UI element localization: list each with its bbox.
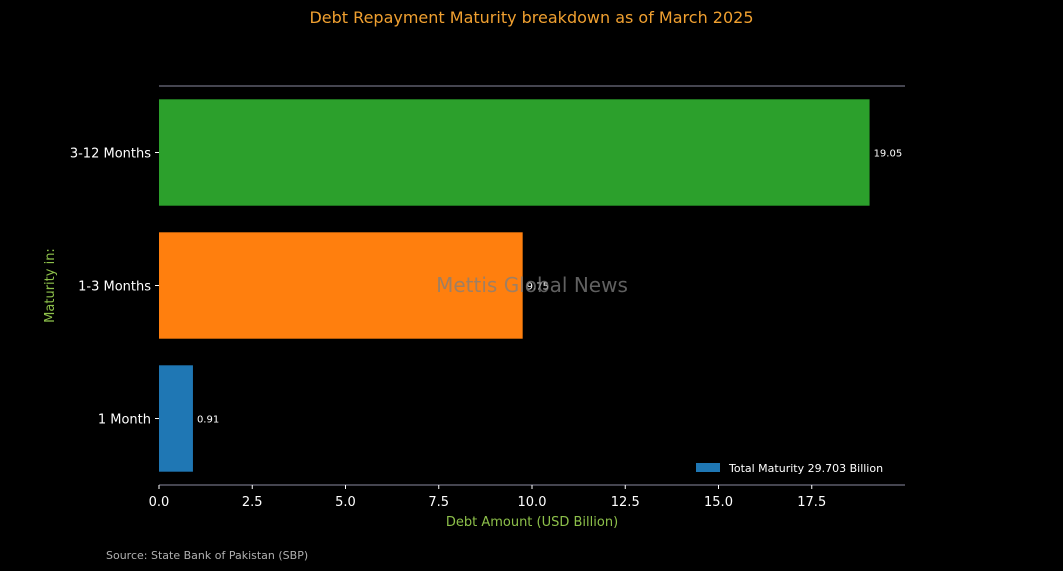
- bar-1-month: [159, 365, 193, 472]
- x-tick-label: 0.0: [149, 495, 170, 510]
- y-tick-label: 3-12 Months: [70, 147, 151, 162]
- source-note: Source: State Bank of Pakistan (SBP): [106, 549, 309, 562]
- bar-value-label: 9.75: [527, 282, 549, 293]
- legend-swatch: [696, 463, 720, 472]
- x-tick-label: 15.0: [704, 495, 733, 510]
- x-tick-label: 2.5: [242, 495, 263, 510]
- watermark: Mettis Global News: [436, 273, 628, 297]
- x-tick-label: 12.5: [611, 495, 640, 510]
- bar-value-label: 19.05: [874, 149, 903, 160]
- y-tick-label: 1-3 Months: [78, 280, 151, 295]
- x-tick-label: 5.0: [335, 495, 356, 510]
- y-tick-label: 1 Month: [98, 413, 151, 428]
- bar-3-12-months: [159, 99, 870, 206]
- y-axis-label: Maturity in:: [43, 248, 58, 323]
- x-tick-label: 10.0: [518, 495, 547, 510]
- legend-label: Total Maturity 29.703 Billion: [728, 462, 883, 475]
- x-axis-label: Debt Amount (USD Billion): [446, 515, 618, 530]
- bar-value-label: 0.91: [197, 415, 219, 426]
- x-tick-label: 7.5: [428, 495, 449, 510]
- chart-title: Debt Repayment Maturity breakdown as of …: [309, 8, 754, 27]
- bar-1-3-months: [159, 232, 523, 339]
- x-tick-label: 17.5: [797, 495, 826, 510]
